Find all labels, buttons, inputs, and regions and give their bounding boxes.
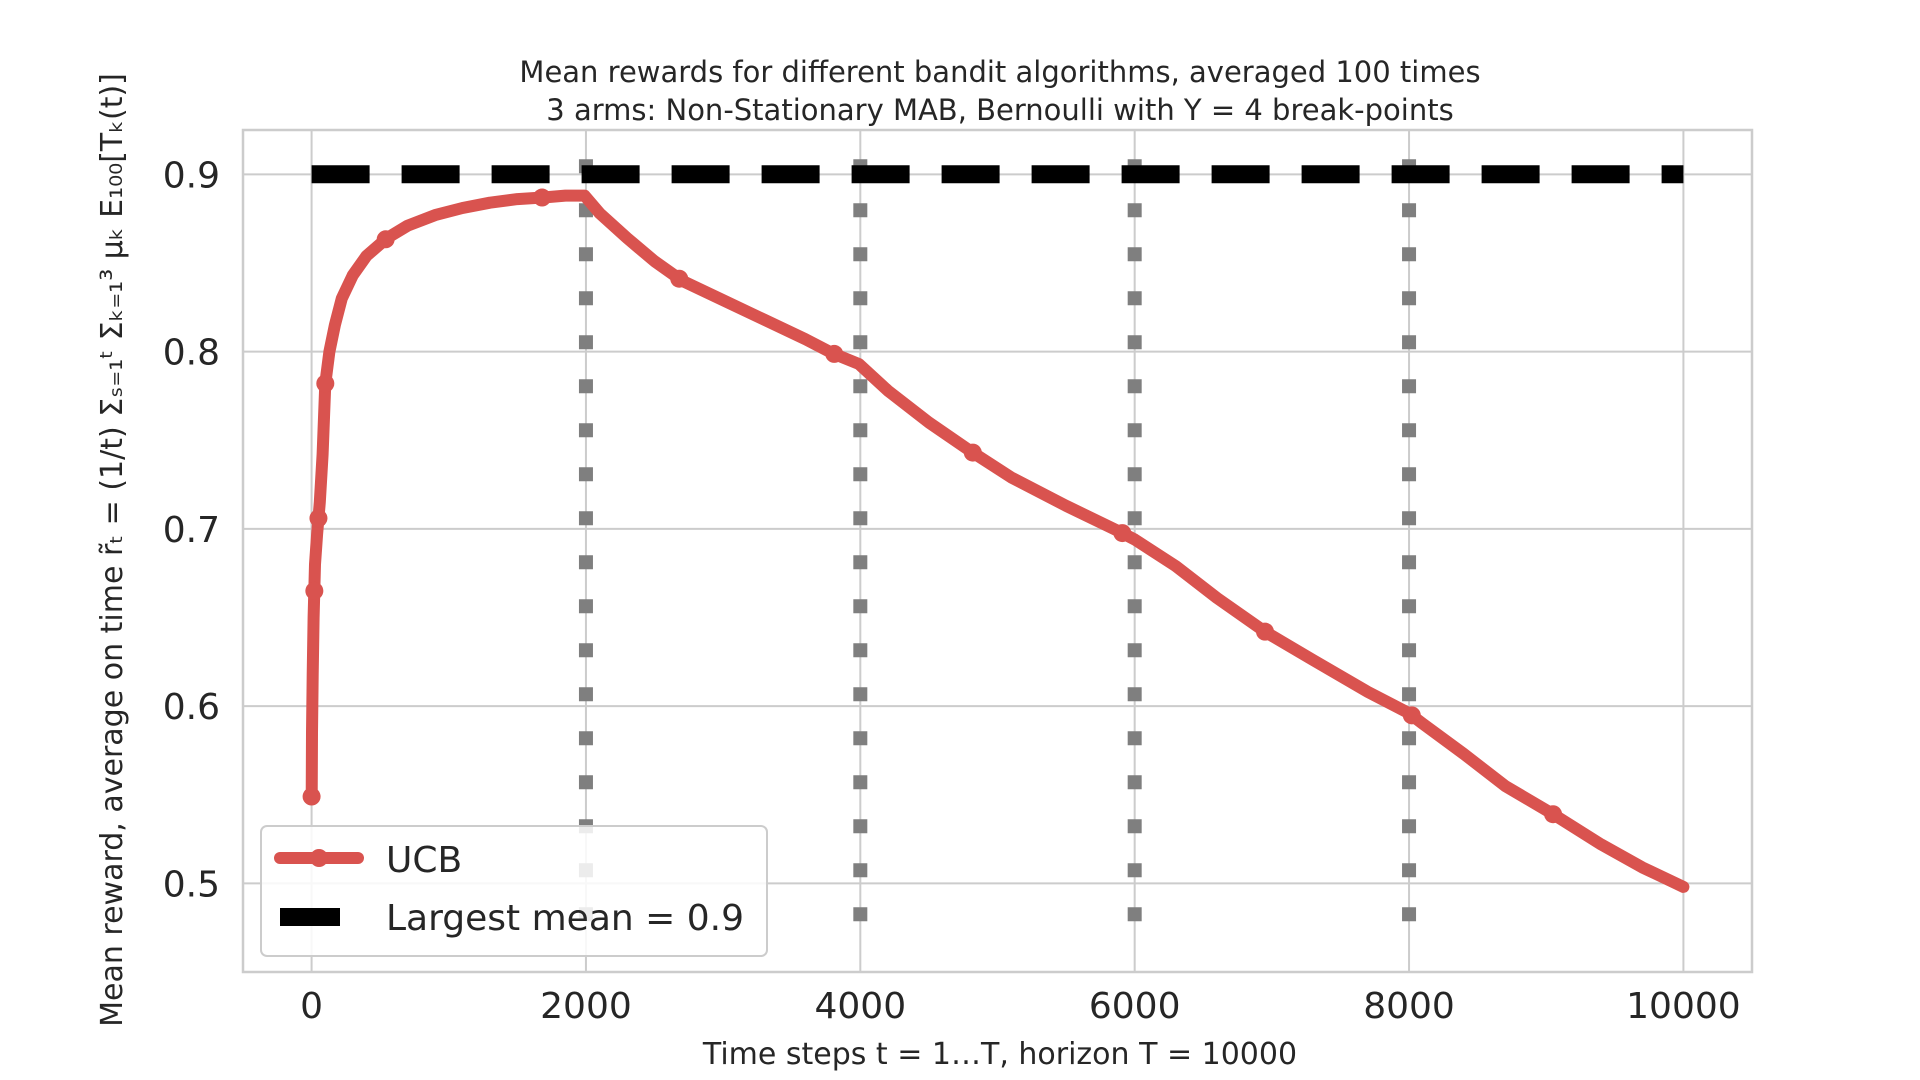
x-tick-label: 6000 <box>1089 986 1181 1027</box>
y-axis-label: Mean reward, average on time r̃ₜ = (1/t)… <box>95 73 130 1027</box>
ucb-marker <box>316 374 335 393</box>
x-tick-label: 4000 <box>815 986 907 1027</box>
ucb-marker <box>1256 622 1275 641</box>
y-tick-label: 0.6 <box>163 687 220 728</box>
x-tick-label: 10000 <box>1626 986 1741 1027</box>
y-tick-label: 0.9 <box>163 155 220 196</box>
ucb-marker <box>305 581 324 600</box>
y-tick-label: 0.8 <box>163 333 220 374</box>
legend-box <box>260 825 768 957</box>
x-axis-label: Time steps t = 1…T, horizon T = 10000 <box>702 1037 1297 1072</box>
x-tick-label: 0 <box>300 986 323 1027</box>
ucb-marker <box>825 344 844 363</box>
plot-frame <box>241 128 1754 974</box>
x-tick-label: 2000 <box>540 986 632 1027</box>
legend-marker-ucb <box>310 849 328 867</box>
ucb-marker <box>1113 524 1132 543</box>
chart-title-line-2: 3 arms: Non-Stationary MAB, Bernoulli wi… <box>546 93 1453 127</box>
x-tick-label: 8000 <box>1363 986 1455 1027</box>
ucb-marker <box>533 188 552 207</box>
tick-labels: 0 2000 4000 6000 8000 10000 0.5 0.6 0.7 0.8 0.9 <box>163 155 1741 1027</box>
ucb-marker <box>309 509 328 528</box>
ucb-marker <box>1402 706 1421 725</box>
chart-title: Mean rewards for different bandit algori… <box>519 55 1480 127</box>
ucb-marker <box>1544 805 1563 824</box>
legend-label-ucb: UCB <box>386 840 462 881</box>
chart-title-line-1: Mean rewards for different bandit algori… <box>519 55 1480 89</box>
ucb-marker <box>670 269 689 288</box>
y-tick-label: 0.5 <box>163 864 220 905</box>
series-line-ucb <box>305 189 1690 893</box>
ucb-marker <box>376 230 395 249</box>
ucb-marker <box>302 787 321 806</box>
y-tick-label: 0.7 <box>163 510 220 551</box>
legend-label-largest-mean: Largest mean = 0.9 <box>386 898 744 939</box>
series-layer <box>302 165 1690 893</box>
plot-border <box>241 128 1754 974</box>
legend: UCB Largest mean = 0.9 <box>260 825 768 957</box>
ucb-marker <box>963 443 982 462</box>
